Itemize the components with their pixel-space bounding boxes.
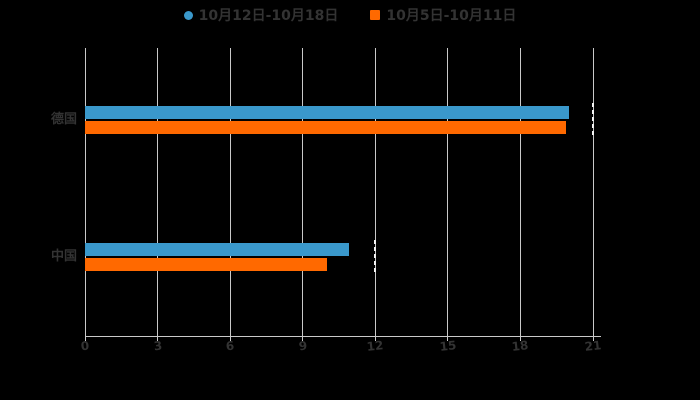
bar-series1-cat0[interactable] xyxy=(85,121,567,134)
x-axis-tick xyxy=(447,336,449,341)
legend: 10月12日-10月18日 10月5日-10月11日 xyxy=(0,5,700,25)
legend-item-oct12-oct18[interactable]: 10月12日-10月18日 xyxy=(183,5,339,25)
x-gridline xyxy=(519,48,521,336)
bar-series0-cat0[interactable] xyxy=(85,106,569,119)
x-axis-tick-label: 6 xyxy=(225,338,236,354)
x-gridline xyxy=(84,48,86,336)
x-axis-tick xyxy=(157,336,159,341)
dashed-marker-line xyxy=(592,103,594,135)
x-axis-tick xyxy=(302,336,304,341)
x-gridline xyxy=(374,48,376,336)
bar-series0-cat1[interactable] xyxy=(85,243,349,256)
x-axis-tick xyxy=(374,336,376,341)
x-axis-tick-label: 3 xyxy=(152,338,163,354)
x-axis-tick xyxy=(519,336,521,341)
x-axis-tick xyxy=(84,336,86,341)
y-axis-label-china: 中国 xyxy=(50,249,77,264)
legend-circle-marker-icon xyxy=(183,10,193,20)
x-axis-tick xyxy=(229,336,231,341)
x-axis-tick-label: 12 xyxy=(366,338,385,354)
x-gridline xyxy=(229,48,231,336)
x-axis-tick-label: 0 xyxy=(80,338,90,354)
bar-series1-cat1[interactable] xyxy=(85,258,327,271)
x-axis-tick-label: 21 xyxy=(583,338,603,354)
x-gridline xyxy=(592,48,594,336)
y-axis-label-germany: 德国 xyxy=(50,112,77,127)
x-gridline xyxy=(302,48,304,336)
x-axis-line xyxy=(85,336,601,337)
x-gridline xyxy=(447,48,449,336)
legend-label-oct12-oct18: 10月12日-10月18日 xyxy=(198,8,339,24)
dashed-marker-line xyxy=(374,240,377,272)
x-axis-tick-label: 15 xyxy=(438,338,457,354)
legend-square-marker-icon xyxy=(370,10,381,20)
legend-item-oct5-oct11[interactable]: 10月5日-10月11日 xyxy=(370,5,516,25)
legend-label-oct5-oct11: 10月5日-10月11日 xyxy=(386,8,517,24)
x-axis-tick-label: 18 xyxy=(511,338,530,354)
x-axis-tick-label: 9 xyxy=(297,338,308,354)
x-gridline xyxy=(157,48,159,336)
x-axis-tick xyxy=(592,336,594,341)
